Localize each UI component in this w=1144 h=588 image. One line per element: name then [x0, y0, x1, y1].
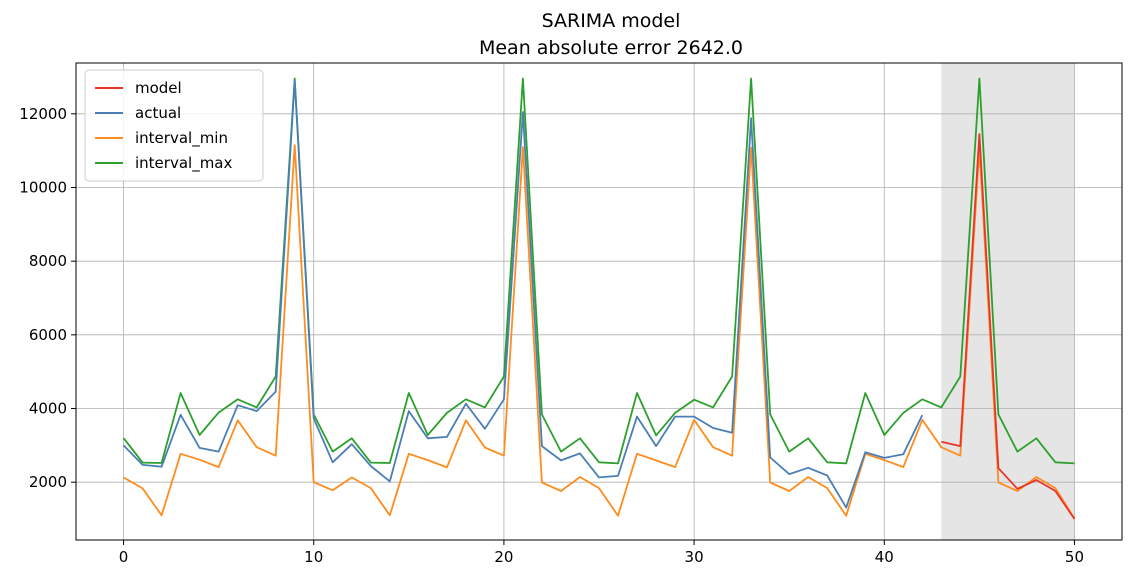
legend-label-interval-min: interval_min	[135, 129, 228, 148]
chart-title: SARIMA model	[542, 10, 681, 32]
x-axis-ticks: 0 10 20 30 40 50	[119, 540, 1084, 566]
axes-frame	[75, 62, 1123, 541]
y-tick-label: 2000	[29, 473, 67, 491]
x-tick-label: 40	[875, 548, 894, 566]
x-tick-label: 10	[304, 548, 323, 566]
chart-subtitle: Mean absolute error 2642.0	[479, 37, 743, 59]
y-axis-ticks: 2000 4000 6000 8000 10000 12000	[19, 105, 76, 491]
legend: model actual interval_min interval_max	[84, 69, 264, 182]
y-tick-label: 8000	[29, 252, 67, 270]
legend-label-actual: actual	[135, 104, 181, 122]
y-tick-label: 6000	[29, 326, 67, 344]
legend-label-interval-max: interval_max	[135, 154, 232, 173]
shaded-region	[941, 63, 1075, 540]
x-tick-label: 50	[1065, 548, 1084, 566]
y-tick-label: 12000	[19, 105, 67, 123]
y-tick-label: 10000	[19, 178, 67, 196]
x-tick-label: 30	[685, 548, 704, 566]
x-tick-label: 20	[494, 548, 513, 566]
x-tick-label: 0	[119, 548, 129, 566]
series-lines	[122, 77, 1076, 520]
axes-border	[75, 62, 1123, 541]
legend-label-model: model	[135, 79, 182, 97]
series-line-model	[941, 133, 1076, 520]
series-line-actual	[122, 79, 924, 509]
forecast-shaded-region	[941, 63, 1075, 540]
y-tick-label: 4000	[29, 400, 67, 418]
series-line-interval-min	[123, 144, 1076, 520]
legend-box	[84, 69, 264, 182]
